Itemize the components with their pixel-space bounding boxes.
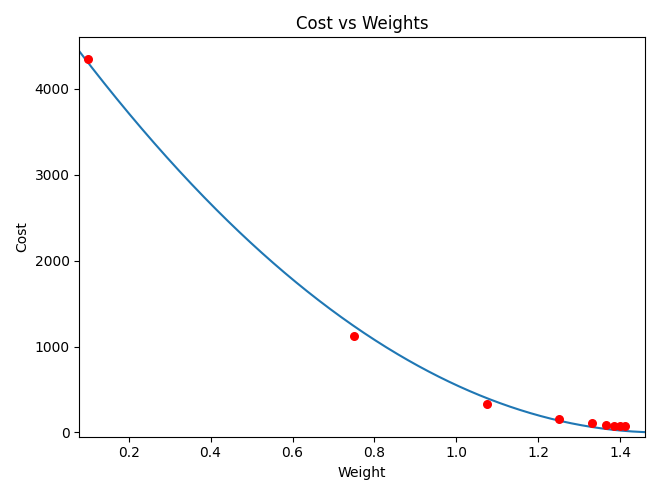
Point — [615, 422, 626, 430]
Point — [587, 419, 597, 427]
Point — [609, 422, 620, 430]
Point — [601, 421, 611, 429]
Y-axis label: Cost: Cost — [15, 222, 29, 252]
X-axis label: Weight: Weight — [338, 466, 387, 480]
Point — [348, 332, 359, 340]
Point — [554, 415, 564, 423]
Point — [482, 400, 492, 408]
Title: Cost vs Weights: Cost vs Weights — [296, 15, 428, 33]
Point — [619, 422, 630, 430]
Point — [82, 55, 93, 63]
